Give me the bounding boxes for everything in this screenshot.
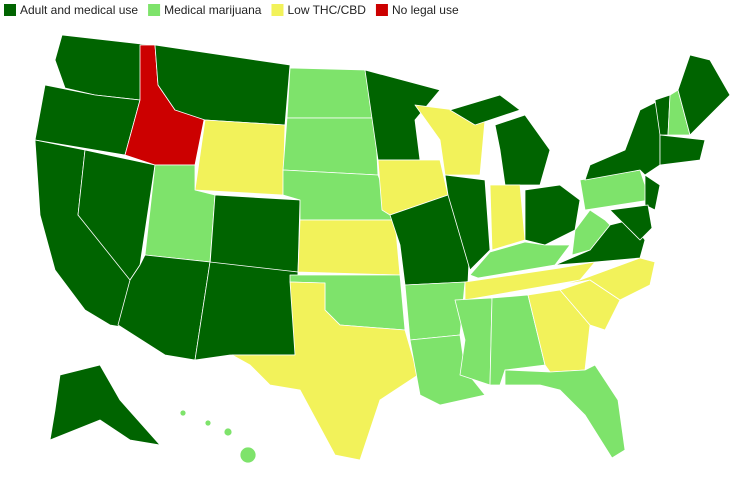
state bbox=[469, 241, 571, 279]
state bbox=[282, 169, 396, 221]
legend-label: Low THC/CBD bbox=[287, 3, 366, 17]
state bbox=[464, 261, 596, 301]
state bbox=[364, 69, 441, 161]
legend: Adult and medical use Medical marijuana Lo… bbox=[4, 3, 459, 17]
state bbox=[286, 67, 376, 119]
state bbox=[489, 184, 526, 251]
state bbox=[409, 334, 486, 406]
legend-label: Medical marijuana bbox=[164, 3, 262, 17]
state bbox=[559, 279, 621, 331]
state bbox=[609, 204, 653, 241]
state bbox=[49, 364, 161, 446]
state bbox=[404, 281, 466, 341]
state bbox=[209, 194, 301, 273]
state bbox=[454, 297, 493, 386]
state bbox=[223, 427, 233, 437]
state bbox=[677, 54, 731, 136]
state bbox=[559, 257, 656, 301]
state bbox=[179, 409, 187, 417]
state bbox=[204, 419, 212, 427]
state bbox=[449, 94, 521, 126]
legend-swatch bbox=[375, 4, 388, 16]
state bbox=[231, 281, 419, 461]
states bbox=[34, 34, 731, 464]
state bbox=[504, 364, 626, 459]
state bbox=[444, 174, 491, 271]
legend-label: Adult and medical use bbox=[20, 3, 138, 17]
state bbox=[644, 174, 661, 211]
state bbox=[282, 117, 379, 176]
state bbox=[659, 134, 706, 166]
state bbox=[584, 99, 661, 181]
state bbox=[194, 119, 286, 196]
legend-swatch bbox=[148, 4, 161, 16]
state bbox=[571, 209, 611, 256]
state bbox=[494, 114, 551, 186]
legend-swatch bbox=[4, 4, 16, 16]
legend-swatch bbox=[271, 4, 284, 16]
state bbox=[297, 219, 401, 276]
state bbox=[524, 184, 581, 246]
state bbox=[239, 446, 257, 464]
legend-label: No legal use bbox=[392, 3, 459, 17]
state bbox=[194, 261, 299, 361]
